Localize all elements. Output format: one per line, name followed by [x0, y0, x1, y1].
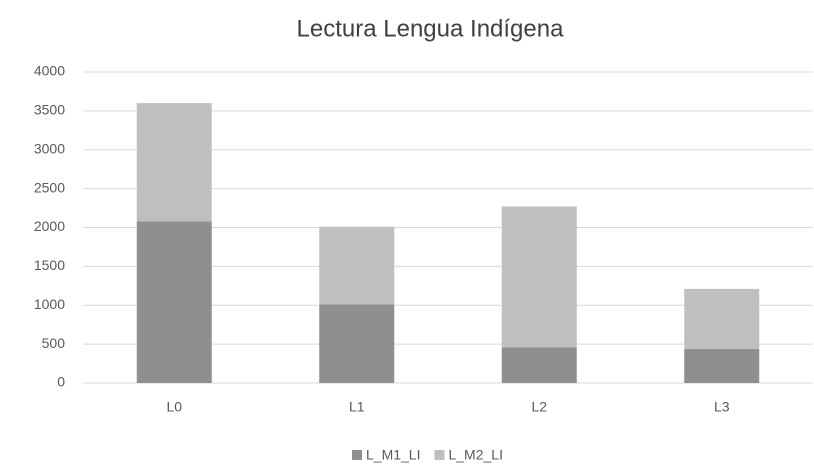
bar-segment	[319, 304, 395, 383]
y-tick-label: 1500	[34, 257, 65, 273]
legend-label: L_M1_LI	[366, 447, 420, 463]
y-tick-label: 3500	[34, 102, 65, 118]
x-tick-label: L3	[714, 399, 730, 415]
y-tick-label: 2000	[34, 218, 65, 234]
legend-swatch	[352, 450, 362, 460]
chart-title: Lectura Lengua Indígena	[297, 15, 565, 42]
bar-segment	[684, 348, 760, 383]
bar-segment	[136, 221, 212, 383]
y-tick-label: 0	[57, 374, 65, 390]
bar-segment	[501, 206, 577, 348]
bar-segment	[136, 103, 212, 222]
y-tick-label: 4000	[34, 63, 65, 79]
y-tick-label: 500	[42, 335, 66, 351]
y-tick-label: 2500	[34, 179, 65, 195]
y-tick-label: 3000	[34, 140, 65, 156]
legend-label: L_M2_LI	[448, 447, 502, 463]
x-tick-label: L1	[349, 399, 365, 415]
bar-segment	[684, 288, 760, 349]
x-tick-label: L2	[531, 399, 547, 415]
y-tick-label: 1000	[34, 296, 65, 312]
bar-segment	[501, 347, 577, 383]
legend-swatch	[434, 450, 445, 460]
x-tick-label: L0	[166, 399, 182, 415]
bar-segment	[319, 226, 395, 305]
